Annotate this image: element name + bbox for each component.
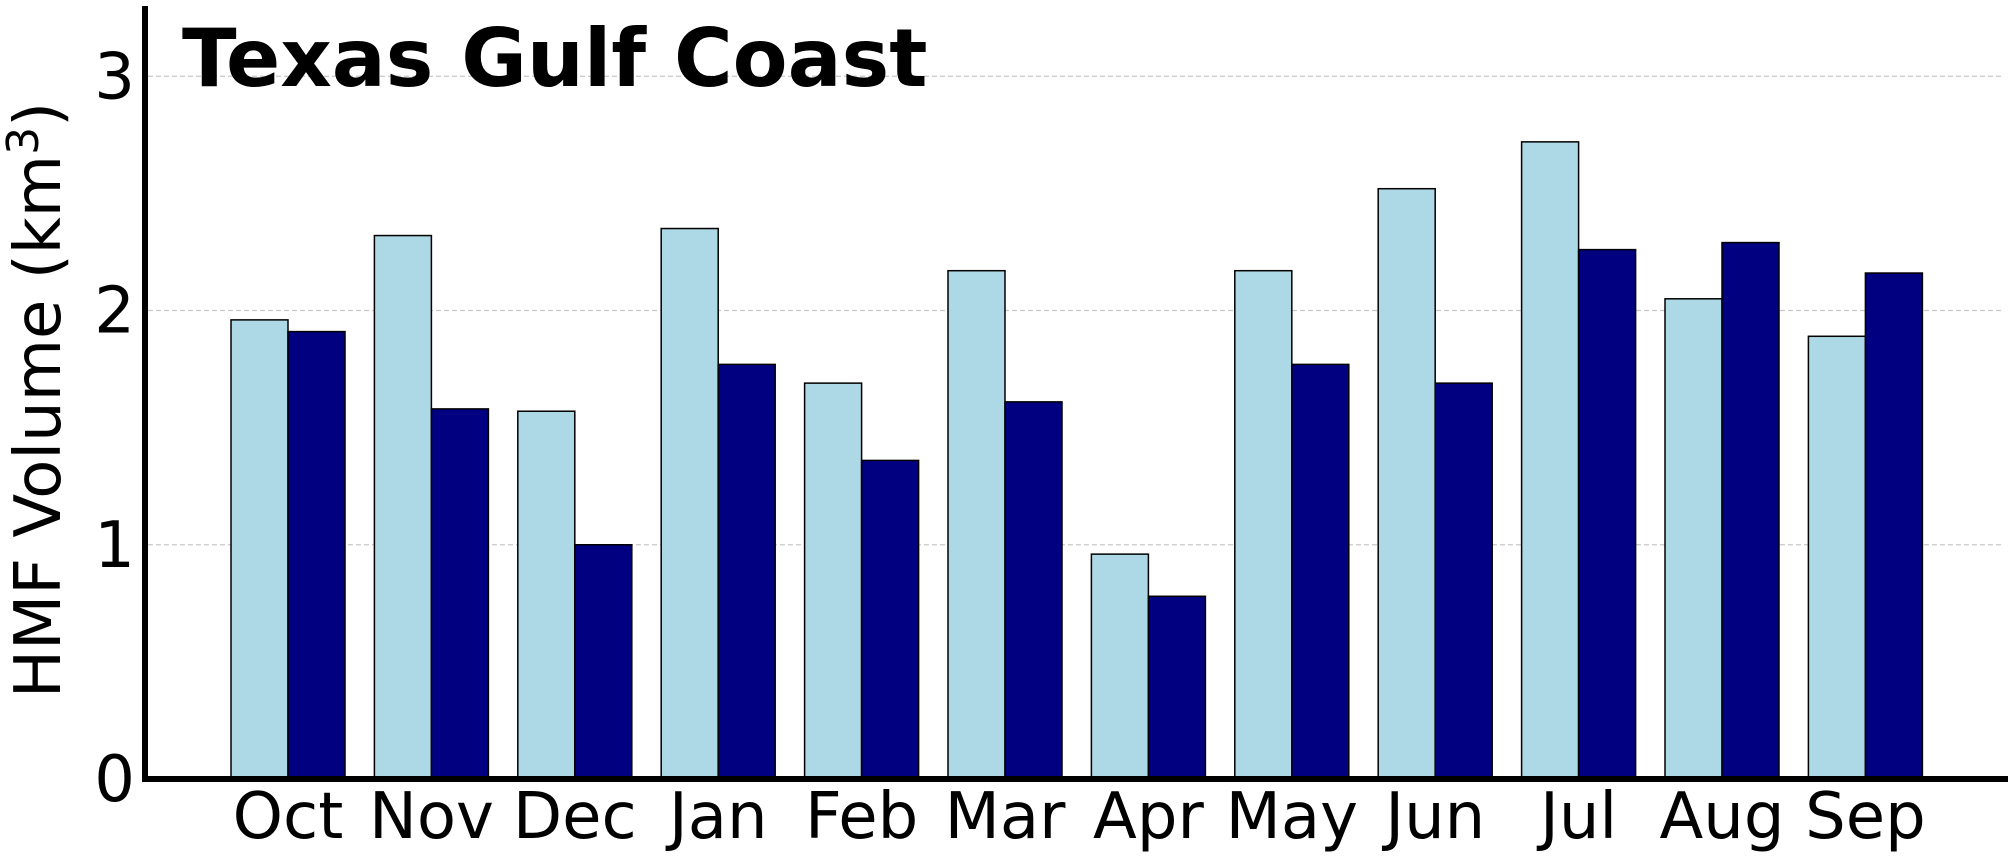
y-axis-label: HMF Volume (km3) <box>0 102 76 698</box>
bar-series2-feb <box>860 459 920 780</box>
y-tick-label: 2 <box>94 275 135 349</box>
bar-series2-mar <box>1004 401 1063 780</box>
bar-series2-may <box>1291 363 1350 780</box>
bar-series1-jun <box>1377 187 1436 780</box>
x-tick-label-mar: Mar <box>945 780 1066 854</box>
x-tick-label-nov: Nov <box>369 780 494 854</box>
bar-series1-jul <box>1520 141 1580 780</box>
x-tick-label-jun: Jun <box>1381 780 1485 854</box>
bar-series2-dec <box>574 544 633 780</box>
y-axis-label-text: HMF Volume (km <box>2 155 76 698</box>
chart-title: Texas Gulf Coast <box>182 12 927 105</box>
bar-series1-nov <box>373 234 433 780</box>
bar-series1-dec <box>517 410 576 780</box>
bar-series2-nov <box>430 408 490 780</box>
bar-series2-jun <box>1434 382 1493 780</box>
x-tick-labels: Oct Nov Dec Jan Feb Mar Apr May Jun Jul Aug Sep <box>233 780 1926 854</box>
bar-series1-jan <box>660 227 719 780</box>
y-tick-label: 3 <box>94 40 135 114</box>
x-tick-label-feb: Feb <box>805 780 918 854</box>
bar-series2-jul <box>1577 248 1637 780</box>
bar-series1-feb <box>803 382 863 780</box>
y-axis-label-superscript: 3 <box>0 127 49 155</box>
bar-series1-apr <box>1090 553 1150 780</box>
bar-series1-aug <box>1664 298 1723 780</box>
bar-series2-jan <box>717 363 776 780</box>
y-tick-labels: 0 1 2 3 <box>94 40 135 817</box>
y-tick-label: 1 <box>94 509 135 583</box>
x-tick-label-aug: Aug <box>1660 780 1785 854</box>
x-tick-label-dec: Dec <box>513 780 637 854</box>
bar-series1-sep <box>1807 335 1867 780</box>
y-axis-label-close: ) <box>2 102 76 127</box>
y-tick-label: 0 <box>94 743 135 817</box>
x-tick-label-oct: Oct <box>233 780 344 854</box>
bar-series1-may <box>1234 269 1293 780</box>
x-tick-label-apr: Apr <box>1093 780 1204 854</box>
x-tick-label-sep: Sep <box>1805 780 1926 854</box>
x-tick-label-jul: Jul <box>1536 780 1617 854</box>
bar-series2-oct <box>287 330 346 780</box>
bar-series2-apr <box>1147 595 1207 780</box>
axes <box>142 6 2008 782</box>
bar-series1-mar <box>947 269 1006 780</box>
x-tick-label-jan: Jan <box>665 780 768 854</box>
x-tick-label-may: May <box>1226 780 1358 854</box>
bar-series2-sep <box>1864 272 1924 780</box>
bar-series2-aug <box>1721 241 1780 780</box>
bar-series1-oct <box>230 319 289 780</box>
bars <box>230 141 1924 780</box>
